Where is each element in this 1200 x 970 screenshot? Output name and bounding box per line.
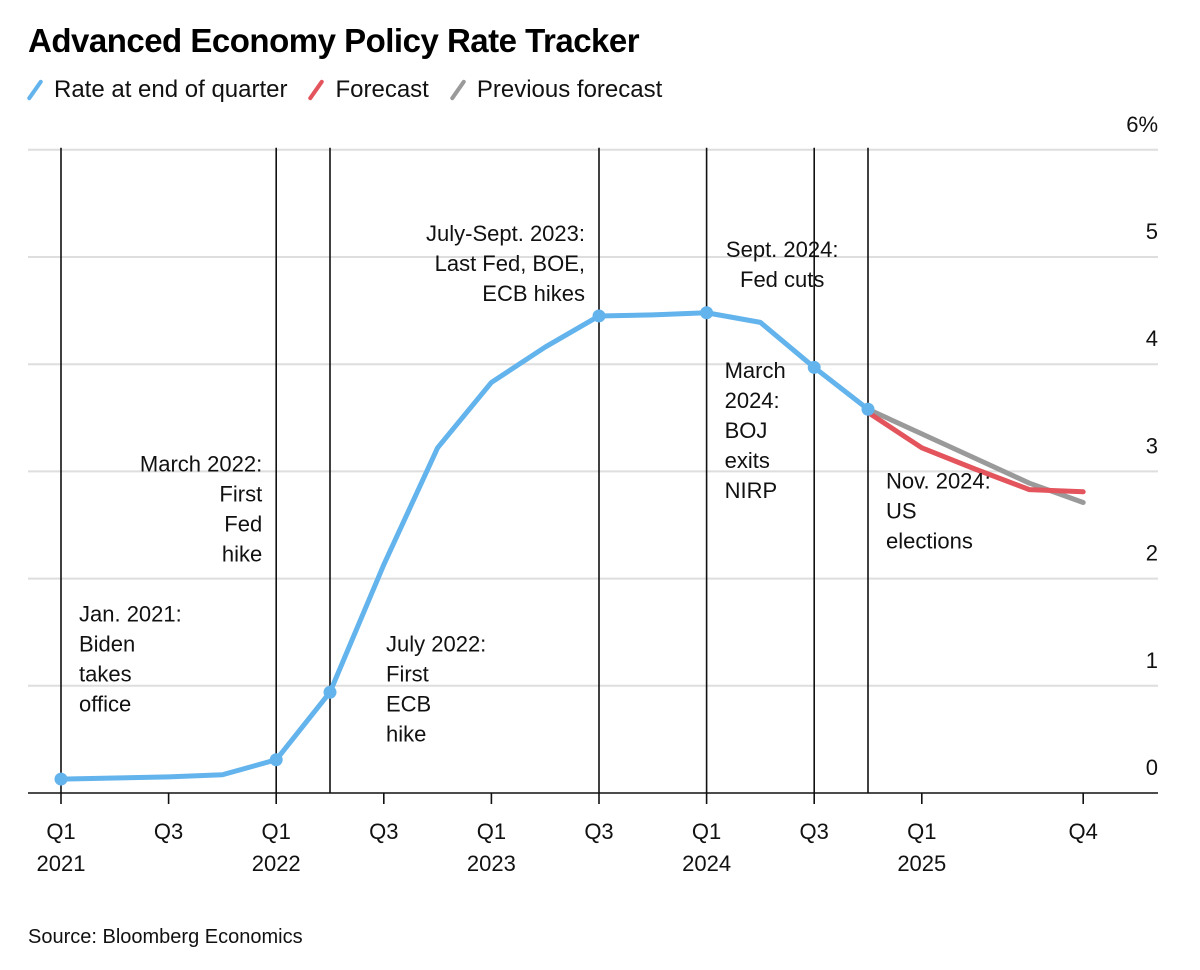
- annotation-line: First: [386, 661, 429, 686]
- y-tick-label: 3: [1146, 433, 1158, 458]
- annotation-line: hike: [222, 541, 262, 566]
- annotation-line: March: [725, 358, 786, 383]
- annotation-line: ECB: [386, 691, 431, 716]
- x-tick-year-label: 2023: [467, 851, 516, 876]
- annotation-line: Nov. 2024:: [886, 469, 991, 494]
- annotation-line: March 2022:: [140, 451, 262, 476]
- x-tick-label: Q3: [584, 819, 613, 844]
- data-point-marker: [323, 685, 337, 699]
- x-tick-label: Q3: [800, 819, 829, 844]
- x-tick-label: Q1: [46, 819, 75, 844]
- annotation-line: exits: [725, 448, 770, 473]
- annotation-line: Jan. 2021:: [79, 601, 182, 626]
- annotation-line: BOJ: [725, 418, 768, 443]
- data-point-marker: [807, 360, 821, 374]
- x-tick-year-label: 2025: [897, 851, 946, 876]
- y-tick-label: 4: [1146, 326, 1158, 351]
- series-line-forecast: [865, 409, 1086, 495]
- annotation-line: hike: [386, 721, 426, 746]
- legend-label-rate: Rate at end of quarter: [54, 76, 288, 103]
- annotation-line: Biden: [79, 631, 135, 656]
- series-markers: [54, 306, 875, 786]
- annotation-line: office: [79, 691, 131, 716]
- x-tick-label: Q1: [907, 819, 936, 844]
- x-tick-label: Q4: [1069, 819, 1098, 844]
- y-axis-labels: 0 1 2 3 4 5 6%: [1126, 112, 1158, 780]
- gridlines: [28, 148, 1158, 687]
- annotation-line: US: [886, 499, 917, 524]
- x-tick-label: Q3: [154, 819, 183, 844]
- y-tick-label: 2: [1146, 541, 1158, 566]
- event-lines: [60, 147, 869, 793]
- annotation: July 2022: First ECB hike: [386, 631, 486, 746]
- annotation-line: takes: [79, 661, 132, 686]
- chart-title: Advanced Economy Policy Rate Tracker: [28, 22, 640, 59]
- annotation-line: Fed: [224, 511, 262, 536]
- annotation: March 2022: First Fed hike: [140, 451, 262, 566]
- x-tick-label: Q3: [369, 819, 398, 844]
- data-point-marker: [592, 309, 606, 323]
- y-tick-label: 5: [1146, 219, 1158, 244]
- annotations: Jan. 2021: Biden takes office March 2022: Fir…: [79, 221, 991, 747]
- annotation: Jan. 2021: Biden takes office: [79, 601, 182, 716]
- legend-item-previous-forecast: Previous forecast: [451, 76, 662, 104]
- annotation-line: elections: [886, 529, 973, 554]
- annotation-line: July-Sept. 2023:: [426, 221, 585, 246]
- annotation-line: First: [219, 481, 262, 506]
- x-tick-label: Q1: [262, 819, 291, 844]
- data-point-marker: [861, 402, 875, 416]
- source-note: Source: Bloomberg Economics: [28, 926, 303, 948]
- data-point-marker: [269, 753, 283, 767]
- x-tick-year-label: 2021: [37, 851, 86, 876]
- annotation-line: NIRP: [725, 478, 778, 503]
- x-axis: [28, 792, 1158, 804]
- series-line-rate-at-end-of-quarter: [58, 310, 871, 782]
- legend-item-forecast: Forecast: [309, 76, 428, 104]
- data-point-marker: [700, 306, 714, 320]
- legend-label-forecast: Forecast: [335, 76, 429, 103]
- legend: Rate at end of quarter Forecast Previous…: [28, 76, 684, 104]
- y-tick-label: 6%: [1126, 112, 1158, 137]
- x-tick-label: Q1: [477, 819, 506, 844]
- series-lines: [58, 310, 1086, 782]
- annotation-line: 2024:: [725, 388, 780, 413]
- annotation-line: Fed cuts: [740, 267, 824, 292]
- annotation: March 2024: BOJ exits NIRP: [725, 358, 786, 503]
- data-point-marker: [54, 772, 68, 786]
- annotation-line: Last Fed, BOE,: [435, 251, 585, 276]
- x-tick-year-label: 2024: [682, 851, 731, 876]
- annotation-line: Sept. 2024:: [726, 237, 839, 262]
- legend-label-previous-forecast: Previous forecast: [476, 76, 663, 103]
- y-tick-label: 0: [1146, 755, 1158, 780]
- annotation: Nov. 2024: US elections: [886, 469, 991, 554]
- legend-item-rate: Rate at end of quarter: [28, 76, 287, 104]
- annotation: Sept. 2024: Fed cuts: [726, 237, 839, 292]
- annotation-line: July 2022:: [386, 631, 486, 656]
- x-tick-year-label: 2022: [252, 851, 301, 876]
- y-tick-label: 1: [1146, 648, 1158, 673]
- x-tick-label: Q1: [692, 819, 721, 844]
- annotation-line: ECB hikes: [482, 281, 585, 306]
- annotation: July-Sept. 2023: Last Fed, BOE, ECB hikes: [426, 221, 585, 306]
- x-axis-labels: Q1 2021 Q3 Q1 2022 Q3 Q1 2023 Q3 Q1 2024 Q3 Q1 2025 Q4: [37, 819, 1098, 876]
